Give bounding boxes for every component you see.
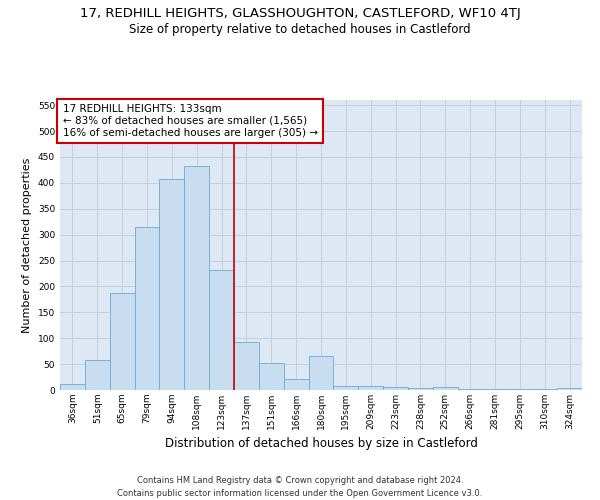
X-axis label: Distribution of detached houses by size in Castleford: Distribution of detached houses by size … [164, 438, 478, 450]
Bar [433, 388, 458, 390]
Bar [85, 360, 110, 390]
Bar [408, 388, 433, 390]
Bar [160, 178, 184, 390]
Text: Contains HM Land Registry data © Crown copyright and database right 2024.
Contai: Contains HM Land Registry data © Crown c… [118, 476, 482, 498]
Bar [259, 362, 284, 390]
Text: 17, REDHILL HEIGHTS, GLASSHOUGHTON, CASTLEFORD, WF10 4TJ: 17, REDHILL HEIGHTS, GLASSHOUGHTON, CAST… [80, 8, 520, 20]
Y-axis label: Number of detached properties: Number of detached properties [22, 158, 32, 332]
Bar [482, 389, 508, 390]
Bar [110, 293, 134, 390]
Text: Size of property relative to detached houses in Castleford: Size of property relative to detached ho… [129, 22, 471, 36]
Text: 17 REDHILL HEIGHTS: 133sqm
← 83% of detached houses are smaller (1,565)
16% of s: 17 REDHILL HEIGHTS: 133sqm ← 83% of deta… [62, 104, 317, 138]
Bar [358, 386, 383, 390]
Bar [234, 342, 259, 390]
Bar [134, 227, 160, 390]
Bar [557, 388, 582, 390]
Bar [209, 270, 234, 390]
Bar [308, 356, 334, 390]
Bar [334, 386, 358, 390]
Bar [184, 166, 209, 390]
Bar [284, 379, 308, 390]
Bar [60, 384, 85, 390]
Bar [383, 388, 408, 390]
